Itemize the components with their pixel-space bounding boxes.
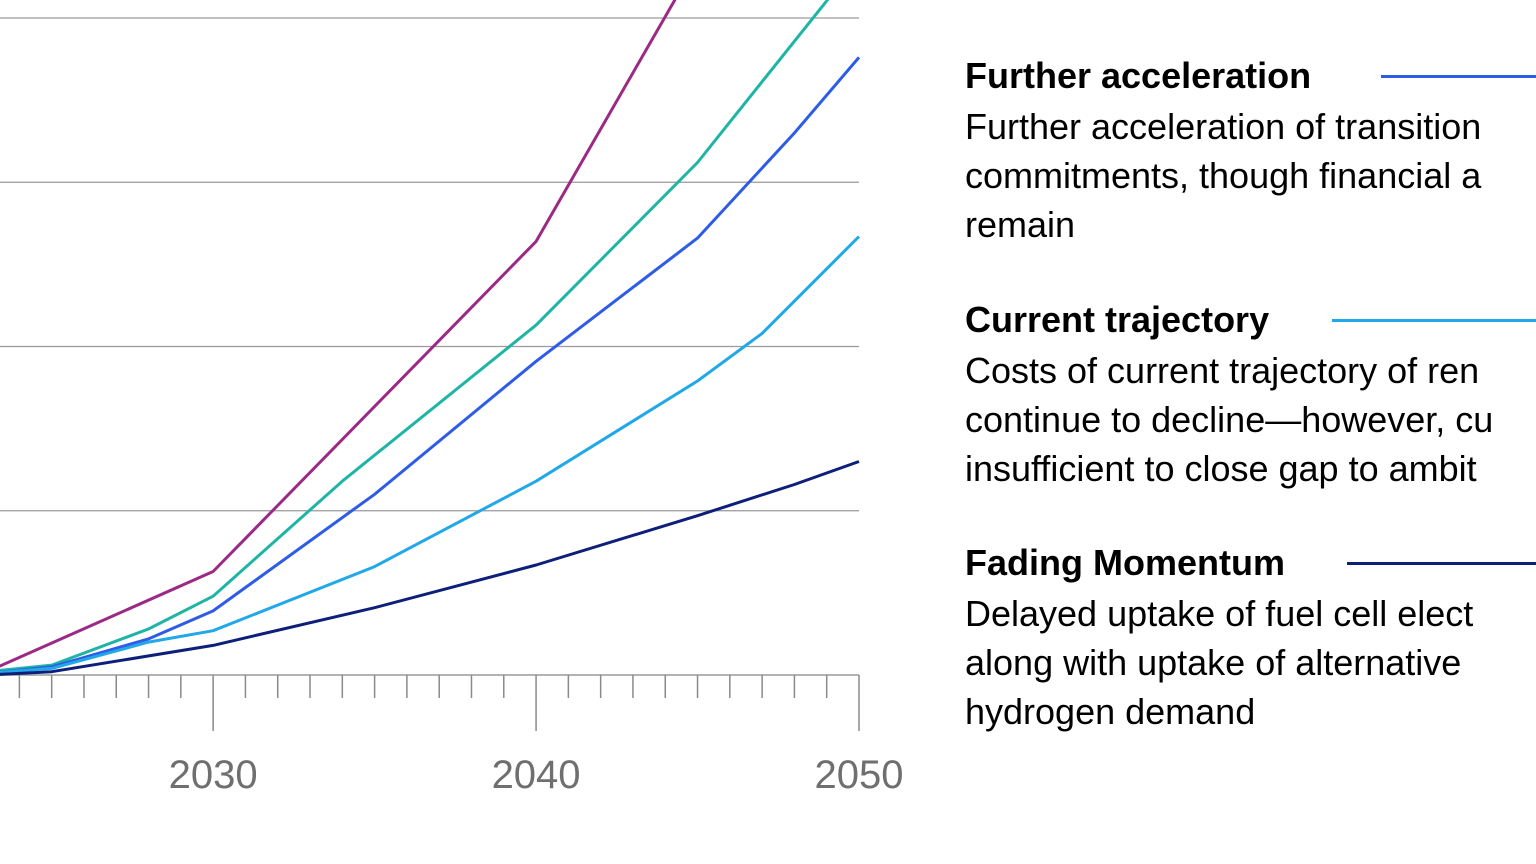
- series-line-further-acceleration: [0, 56, 860, 674]
- legend-title: Current trajectory: [965, 299, 1270, 340]
- x-tick-label: 2030: [169, 753, 258, 797]
- series-line-current-trajectory: [0, 235, 860, 674]
- legend-title: Fading Momentum: [965, 542, 1285, 583]
- legend-description-line: hydrogen demand: [965, 691, 1256, 732]
- legend-item-current-trajectory: Current trajectory Costs of current traj…: [965, 297, 1536, 493]
- legend-description-line: Delayed uptake of fuel cell elect: [965, 593, 1474, 634]
- legend-description: Delayed uptake of fuel cell elect along …: [965, 589, 1536, 736]
- legend-description-line: commitments, though financial a: [965, 155, 1482, 196]
- legend-description-line: remain: [965, 204, 1076, 245]
- legend-description-line: insufficient to close gap to ambit: [965, 448, 1477, 489]
- x-tick-label: 2040: [492, 753, 581, 797]
- legend-description: Costs of current trajectory of ren conti…: [965, 346, 1536, 493]
- series-line-teal: [0, 0, 830, 672]
- legend-description-line: along with uptake of alternative: [965, 642, 1462, 683]
- x-tick-label: 2050: [815, 753, 904, 797]
- legend-swatch: [1381, 75, 1536, 78]
- legend-description-line: Costs of current trajectory of ren: [965, 350, 1480, 391]
- line-chart: 2030 2040 2050: [0, 0, 904, 797]
- legend-swatch: [1347, 562, 1536, 565]
- legend-item-further-acceleration: Further acceleration Further acceleratio…: [965, 53, 1536, 249]
- series-line-magenta: [0, 0, 677, 668]
- legend-description-line: Further acceleration of transition: [965, 106, 1482, 147]
- legend-swatch: [1332, 319, 1536, 322]
- legend-description: Further acceleration of transition commi…: [965, 102, 1536, 249]
- series-line-fading-momentum: [0, 460, 860, 676]
- legend-title: Further acceleration: [965, 55, 1312, 96]
- legend-item-fading-momentum: Fading Momentum Delayed uptake of fuel c…: [965, 540, 1536, 736]
- legend-description-line: continue to decline—however, cu: [965, 399, 1494, 440]
